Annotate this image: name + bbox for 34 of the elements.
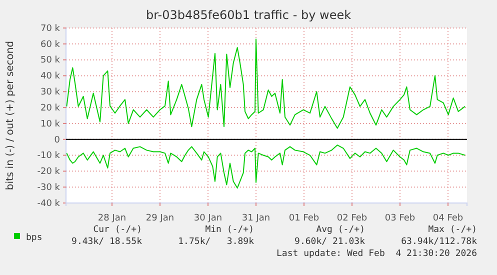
text: 9.43k/ 18.55k	[72, 237, 143, 247]
text: Min (-/+)	[205, 225, 254, 235]
line-series	[66, 38, 466, 129]
y-tick-label: -10 k	[37, 151, 61, 162]
y-tick-label: 10 k	[40, 119, 61, 130]
x-tick-label: 29 Jan	[146, 213, 174, 224]
x-tick-label: 28 Jan	[98, 213, 126, 224]
text: 1.75k/ 3.89k	[178, 237, 255, 247]
x-tick-label: 03 Feb	[384, 213, 416, 224]
y-tick-label: 0	[54, 135, 60, 146]
y-tick-label: -30 k	[37, 182, 61, 193]
line-series	[66, 144, 466, 189]
y-tick-label: 20 k	[40, 103, 61, 114]
y-tick-label: -40 k	[37, 198, 61, 209]
x-tick-label: 01 Feb	[288, 213, 320, 224]
y-tick-label: 40 k	[40, 72, 61, 82]
text: Avg (-/+)	[316, 225, 365, 235]
y-axis-title: bits in (-) / out (+) per second	[5, 40, 16, 190]
x-tick-label: 30 Jan	[194, 213, 222, 224]
y-tick-label: 30 k	[40, 88, 61, 98]
x-tick-label: 31 Jan	[242, 213, 270, 224]
chart-title: br-03b485fe60b1 traffic - by week	[146, 8, 352, 22]
y-tick-label: 60 k	[40, 40, 61, 50]
text: Cur (-/+)	[93, 225, 142, 235]
y-tick-label: 50 k	[40, 56, 61, 66]
y-tick-label: 70 k	[40, 24, 61, 34]
text: Last update: Wed Feb 4 21:30:20 2026	[276, 249, 477, 259]
x-tick-label: 04 Feb	[432, 213, 464, 224]
legend-label: bps	[26, 233, 42, 243]
text: 63.94k/112.78k	[401, 237, 478, 247]
x-tick-label: 02 Feb	[336, 213, 368, 224]
y-tick-label: -20 k	[37, 167, 61, 178]
text: 9.60k/ 21.03k	[294, 237, 366, 247]
text: Max (-/+)	[428, 225, 477, 235]
